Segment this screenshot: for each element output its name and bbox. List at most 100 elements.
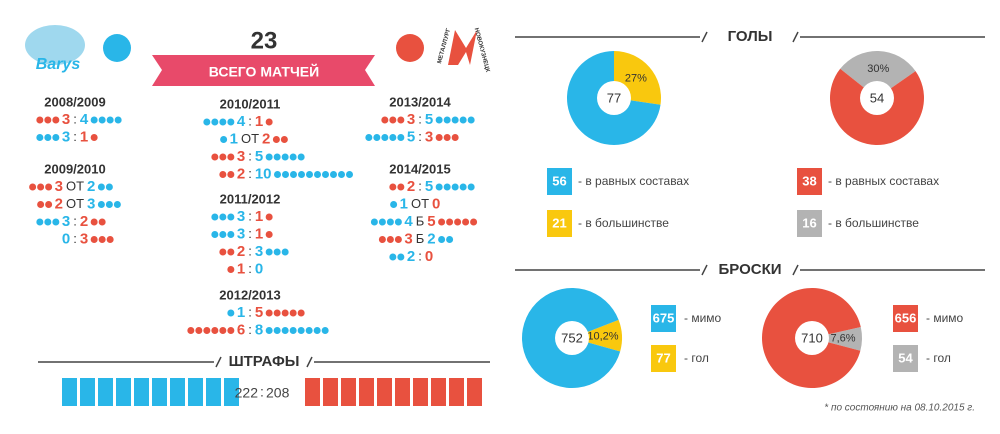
pie-slice (572, 319, 622, 352)
goal-dot (435, 134, 443, 141)
score-left: 3 (62, 213, 70, 230)
legend-label: - в равных составах (828, 174, 939, 188)
divider-tick (215, 356, 222, 368)
goal-dot (321, 327, 329, 334)
score-separator: ОТ (241, 131, 259, 146)
goal-dots (90, 218, 106, 226)
goal-dot (389, 116, 397, 124)
goal-dot (346, 171, 353, 178)
team-dot (396, 34, 424, 62)
score-right: 2 (87, 178, 95, 195)
goal-dot (313, 327, 321, 334)
penalty-box (80, 378, 95, 406)
score-right: 1 (255, 113, 263, 130)
goal-dot (435, 116, 443, 124)
score-left: 2 (55, 195, 63, 212)
legend-label: - в большинстве (578, 216, 669, 230)
goal-dot (282, 171, 289, 178)
goal-dots (187, 327, 235, 334)
logo-shape (448, 30, 477, 65)
goal-dot (211, 118, 219, 126)
goal-dots (265, 327, 329, 334)
divider-tick (792, 31, 799, 43)
goal-dot (381, 134, 389, 141)
goal-dot (203, 118, 211, 126)
goal-dot (370, 218, 378, 226)
goal-dot (297, 153, 305, 161)
penalty-box (206, 378, 221, 406)
penalty-box (224, 378, 239, 406)
goal-dot (227, 309, 235, 317)
goal-dots (36, 116, 60, 124)
score-right: 2 (427, 230, 435, 247)
goal-dots (203, 118, 235, 126)
goal-dot (306, 171, 313, 178)
goal-dot (397, 253, 405, 261)
score-left: 0 (62, 230, 70, 247)
goal-dot (459, 183, 467, 191)
goal-dot (322, 171, 329, 178)
penalty-sep: : (260, 384, 264, 400)
goal-dot (273, 153, 281, 161)
score-separator: : (73, 231, 77, 246)
goal-dot (106, 236, 114, 243)
penalty-left: 222 (235, 385, 259, 401)
goal-dot (365, 134, 373, 141)
goal-dots (370, 218, 402, 226)
goal-dot (470, 218, 478, 226)
goal-dot (98, 116, 106, 124)
penalty-box (431, 378, 446, 406)
header-bg (214, 352, 314, 372)
goal-dot (45, 183, 53, 191)
section-title: ШТРАФЫ (229, 353, 300, 370)
goal-dot (281, 309, 289, 317)
goal-dot (227, 231, 235, 238)
goal-dots (272, 136, 288, 143)
penalty-box (341, 378, 356, 406)
score-right: 3 (425, 128, 433, 145)
goal-dot (227, 327, 235, 334)
goal-dot (52, 134, 60, 141)
goal-dot (52, 218, 60, 226)
team-dot (103, 34, 131, 62)
score-left: 3 (62, 128, 70, 145)
score-separator: : (418, 248, 422, 263)
goal-dot (397, 134, 405, 141)
goal-dot (289, 309, 297, 317)
goal-dots (219, 171, 235, 178)
penalty-box (395, 378, 410, 406)
goal-dots (435, 134, 459, 141)
goal-dots (90, 134, 98, 141)
score-separator: : (248, 322, 252, 337)
penalty-box (152, 378, 167, 406)
goal-dot (44, 218, 52, 226)
score-separator: : (248, 208, 252, 223)
legend-value: 16 (802, 215, 816, 230)
score-separator: Б (416, 231, 425, 246)
goal-dots (265, 118, 273, 126)
legend-value: 656 (895, 310, 917, 325)
goal-dot (435, 183, 443, 191)
score-left: 1 (237, 304, 245, 321)
goal-dot (227, 153, 235, 161)
section-title: БРОСКИ (718, 261, 781, 278)
goal-dot (273, 248, 281, 256)
goal-dots (265, 231, 273, 238)
goal-dot (44, 134, 52, 141)
goal-dot (211, 327, 219, 334)
goal-dots (438, 236, 454, 243)
score-left: 2 (407, 178, 415, 195)
score-left: 3 (404, 230, 412, 247)
penalty-box (305, 378, 320, 406)
pie-percent: 27% (625, 73, 647, 85)
pie-slice (812, 327, 862, 351)
penalty-box (413, 378, 428, 406)
goal-dot (265, 231, 273, 238)
score-separator: : (418, 111, 422, 126)
goal-dot (386, 236, 394, 243)
goal-dots (219, 248, 235, 256)
goal-dots (389, 253, 405, 261)
score-right: 5 (255, 148, 263, 165)
legend-label: - гол (926, 351, 951, 365)
